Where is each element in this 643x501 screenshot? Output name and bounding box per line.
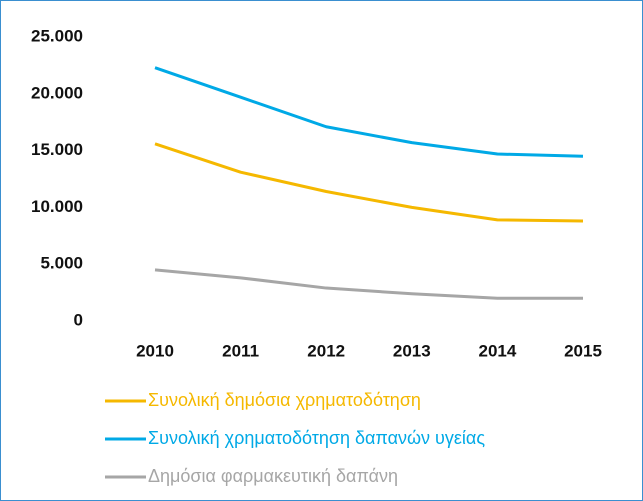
x-tick-label: 2013	[393, 341, 431, 360]
series-line	[154, 142, 584, 223]
x-tick-label: 2010	[136, 341, 174, 360]
y-tick-label: 20.000	[31, 83, 83, 102]
y-tick-label: 15.000	[31, 140, 83, 159]
series-line	[154, 268, 583, 300]
y-tick-label: 0	[74, 310, 83, 329]
y-tick-label: 5.000	[40, 254, 83, 273]
y-tick-label: 10.000	[31, 197, 83, 216]
x-tick-label: 2015	[564, 341, 602, 360]
legend-label: Συνολική δημόσια χρηματοδότηση	[148, 390, 421, 410]
x-tick-label: 2014	[478, 341, 516, 360]
x-tick-label: 2011	[222, 341, 259, 360]
series-line	[154, 66, 584, 158]
y-tick-label: 25.000	[31, 26, 83, 45]
legend-label: Συνολική χρηματοδότηση δαπανών υγείας	[148, 428, 485, 448]
legend-label: Δημόσια φαρμακευτική δαπάνη	[148, 466, 398, 486]
x-tick-label: 2012	[307, 341, 345, 360]
